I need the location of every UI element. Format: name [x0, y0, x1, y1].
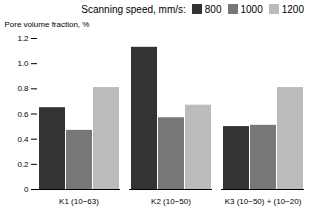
svg-text:0: 0: [24, 185, 29, 194]
svg-text:0.8: 0.8: [17, 84, 29, 93]
svg-text:1.2: 1.2: [17, 34, 29, 43]
svg-text:Pore volume fraction, %: Pore volume fraction, %: [5, 20, 90, 29]
svg-text:0.2: 0.2: [17, 160, 29, 169]
html-text:800: 800: [204, 3, 222, 15]
svg-text:1.0: 1.0: [17, 59, 29, 68]
svg-text:0.4: 0.4: [17, 135, 29, 144]
svg-text:K3 (10−50) + (10−20): K3 (10−50) + (10−20): [225, 197, 302, 206]
svg-text:K1 (10−63): K1 (10−63): [59, 197, 99, 206]
svg-text:0.6: 0.6: [17, 110, 29, 119]
html-text:Scanning speed, mm/s:: Scanning speed, mm/s:: [81, 3, 186, 15]
html-text:1200: 1200: [281, 3, 304, 15]
svg-text:K2 (10−50): K2 (10−50): [151, 197, 191, 206]
html-text:1000: 1000: [240, 3, 263, 15]
